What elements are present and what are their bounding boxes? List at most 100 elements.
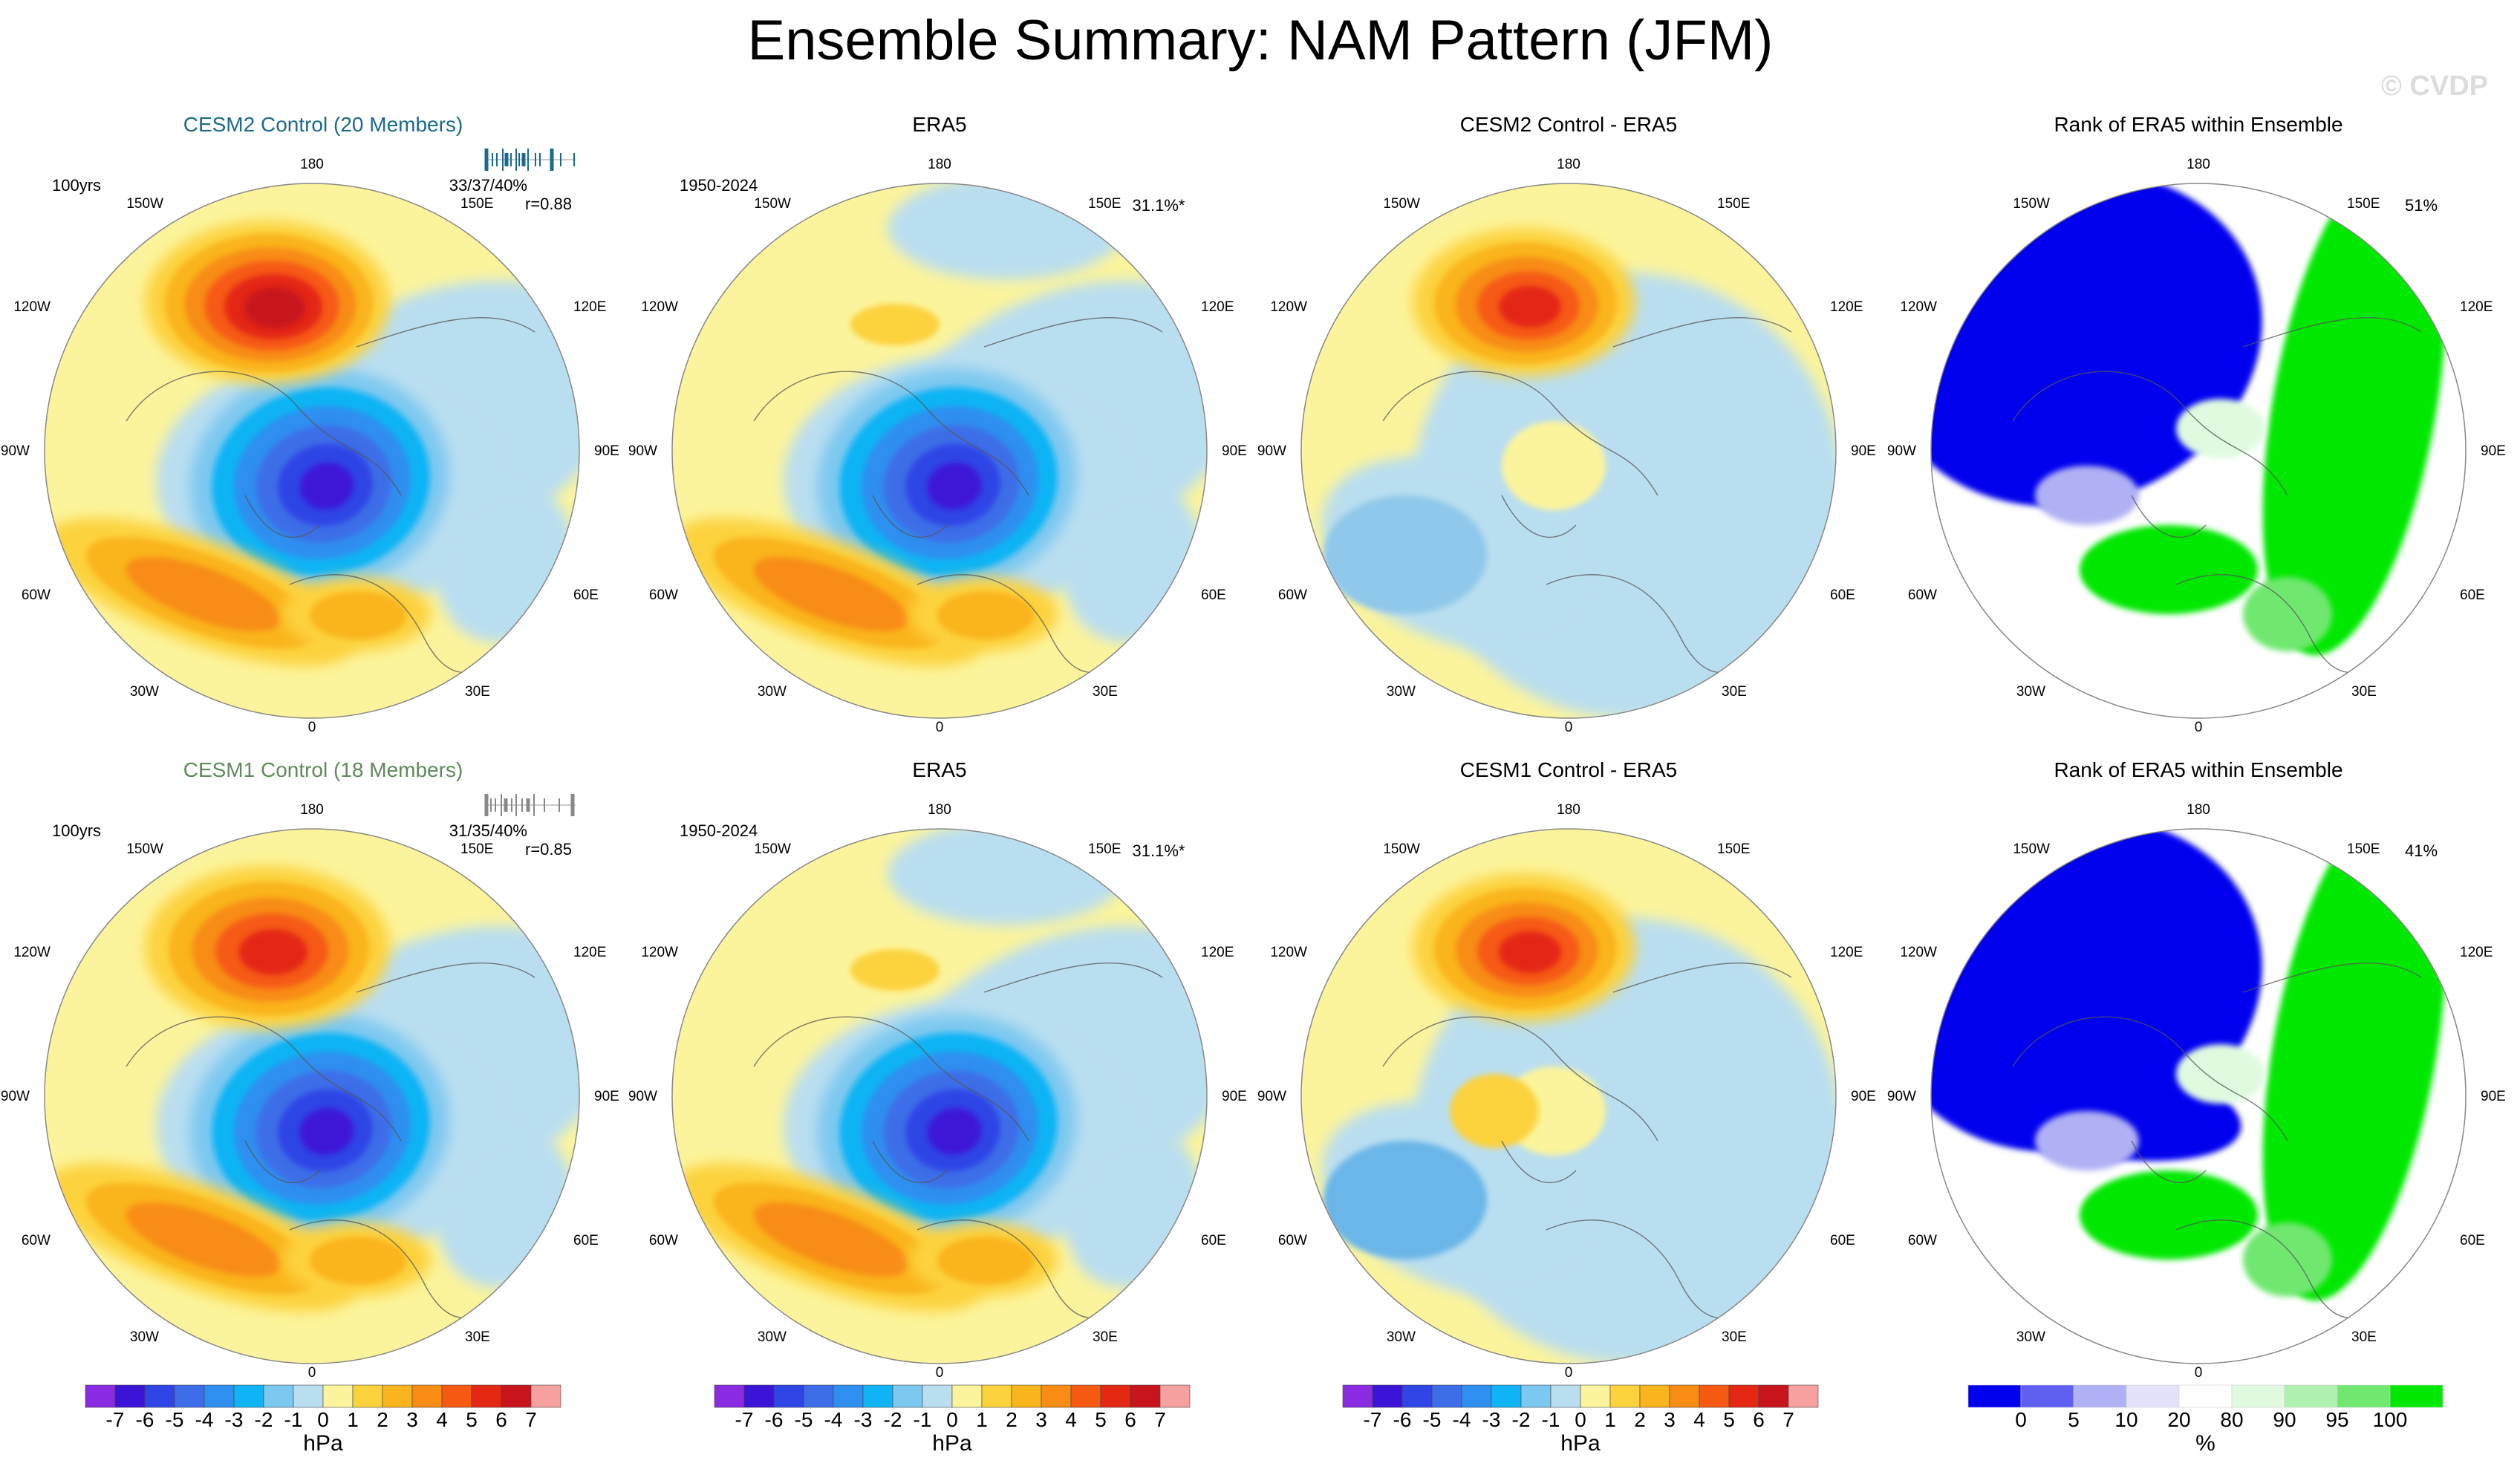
longitude-label-30w: 30W (2016, 1329, 2045, 1345)
arctic-low-level-5 (299, 1108, 354, 1155)
colorbar-swatch (144, 1384, 175, 1408)
coast-line (356, 317, 535, 348)
colorbar-tick-label: 0 (946, 1408, 958, 1431)
colorbar-swatch (2020, 1384, 2074, 1408)
longitude-label-30w: 30W (2016, 684, 2045, 700)
coast-line (753, 1016, 1029, 1142)
colorbar-tick-label: -1 (914, 1408, 932, 1431)
colorbar-tick-label: 95 (2325, 1408, 2348, 1431)
map-outline (44, 828, 580, 1364)
longitude-label-90w: 90W (1257, 1089, 1286, 1104)
atlantic-high-level-2 (753, 557, 909, 631)
panel-r1c1: ERA5 1950-2024 31.1%* 180 150W 150E 120W 120E 90… (628, 758, 1247, 1381)
diff-atlantic-low (1324, 495, 1487, 614)
longitude-label-60w: 60W (1278, 1233, 1307, 1248)
colorbar-tick-label: -3 (225, 1408, 244, 1431)
colorbar-tick-label: -4 (1453, 1408, 1471, 1431)
colorbar-tick-label: 6 (1124, 1408, 1136, 1431)
longitude-label-0: 0 (2195, 720, 2203, 735)
colorbar-tick-label: 6 (1753, 1408, 1765, 1431)
diff-atlantic-low (1324, 1141, 1487, 1260)
coast-line (1382, 371, 1658, 496)
longitude-label-120e: 120E (573, 945, 606, 960)
colorbar-tick-label: 2 (377, 1408, 388, 1431)
colorbar-tick-label: 5 (1095, 1408, 1107, 1431)
longitude-label-60w: 60W (649, 1233, 678, 1248)
colorbar-tick-label: 7 (525, 1408, 537, 1431)
colorbar-tick-label: 3 (1035, 1408, 1047, 1431)
coast-line (244, 495, 320, 538)
longitude-label-120e: 120E (1201, 945, 1234, 960)
colorbar-swatch (1431, 1384, 1462, 1408)
coast-line (2131, 1140, 2207, 1183)
colorbar-swatch (114, 1384, 146, 1408)
colorbar-swatch (1699, 1384, 1730, 1408)
longitude-label-60e: 60E (573, 1233, 599, 1248)
ensemble-stat: 33/37/40% (449, 176, 527, 195)
longitude-label-60e: 60E (1830, 587, 1855, 603)
pattern-correlation: r=0.88 (525, 195, 572, 213)
colorbar-swatch (1520, 1384, 1552, 1408)
map-field (1931, 183, 2466, 718)
colorbar-tick-label: -7 (106, 1408, 125, 1431)
longitude-label-30e: 30E (2351, 684, 2377, 700)
colorbar-swatch (1639, 1384, 1670, 1408)
longitude-label-60e: 60E (1201, 587, 1226, 603)
longitude-label-120e: 120E (1830, 299, 1863, 315)
longitude-label-150w: 150W (2013, 841, 2050, 857)
longitude-label-150e: 150E (1717, 841, 1750, 857)
longitude-label-180: 180 (300, 157, 324, 172)
longitude-label-0: 0 (308, 1365, 316, 1381)
colorbar-swatch (1491, 1384, 1522, 1408)
longitude-label-180: 180 (928, 802, 951, 818)
longitude-label-60e: 60E (1201, 1233, 1226, 1248)
longitude-label-90e: 90E (594, 1089, 619, 1104)
colorbar-swatch (1728, 1384, 1759, 1408)
longitude-label-60e: 60E (2460, 587, 2485, 603)
longitude-label-90w: 90W (628, 443, 657, 459)
longitude-label-150e: 150E (2347, 196, 2380, 212)
longitude-label-0: 0 (936, 1365, 944, 1381)
europe-high-level-1 (310, 591, 406, 639)
longitude-label-30e: 30E (1093, 1329, 1118, 1345)
longitude-label-90e: 90E (1222, 1089, 1247, 1104)
colorbar-swatch (862, 1384, 893, 1408)
longitude-label-150w: 150W (126, 841, 163, 857)
rank-mid-arctic (2176, 399, 2265, 458)
coast-line (872, 1140, 948, 1183)
colorbar-tick-label: 10 (2114, 1408, 2138, 1431)
colorbar-swatch (530, 1384, 561, 1408)
pattern-correlation: r=0.85 (525, 840, 572, 859)
coast-line (983, 317, 1163, 348)
colorbar-swatch (1580, 1384, 1611, 1408)
slp-colorbar-0: -7 -6 -5 -4 -3 -2 -1 0 1 2 3 4 5 6 7 hPa (85, 1384, 561, 1456)
longitude-label-120w: 120W (1270, 299, 1307, 315)
pacific-weak-high (850, 949, 940, 991)
colorbar-tick-label: 4 (1693, 1408, 1705, 1431)
longitude-label-0: 0 (2195, 1365, 2203, 1381)
colorbar-units: hPa (932, 1431, 972, 1456)
colorbar-swatch (2337, 1384, 2391, 1408)
map-outline (1930, 183, 2467, 719)
longitude-label-30w: 30W (1387, 684, 1416, 700)
rank-high-atlantic (2080, 525, 2258, 614)
colorbar-swatch (1130, 1384, 1161, 1408)
rank-high-europe (2243, 1222, 2332, 1297)
panel-title: Rank of ERA5 within Ensemble (2054, 113, 2342, 136)
diff-pacific-high-level-4 (1499, 931, 1561, 973)
colorbar-tick-label: 4 (1065, 1408, 1077, 1431)
longitude-label-30e: 30E (1722, 684, 1747, 700)
colorbar-tick-label: -6 (136, 1408, 154, 1431)
colorbar-swatch (951, 1384, 983, 1408)
europe-high-level-1 (937, 591, 1034, 639)
colorbar-tick-label: -2 (1512, 1408, 1531, 1431)
coastlines (753, 317, 1163, 674)
coast-line (1501, 495, 1577, 538)
longitude-label-0: 0 (1565, 1365, 1573, 1381)
longitude-label-150w: 150W (754, 196, 791, 212)
colorbar-swatch (2126, 1384, 2180, 1408)
colorbar-swatch (2284, 1384, 2338, 1408)
longitude-label-30w: 30W (130, 684, 159, 700)
